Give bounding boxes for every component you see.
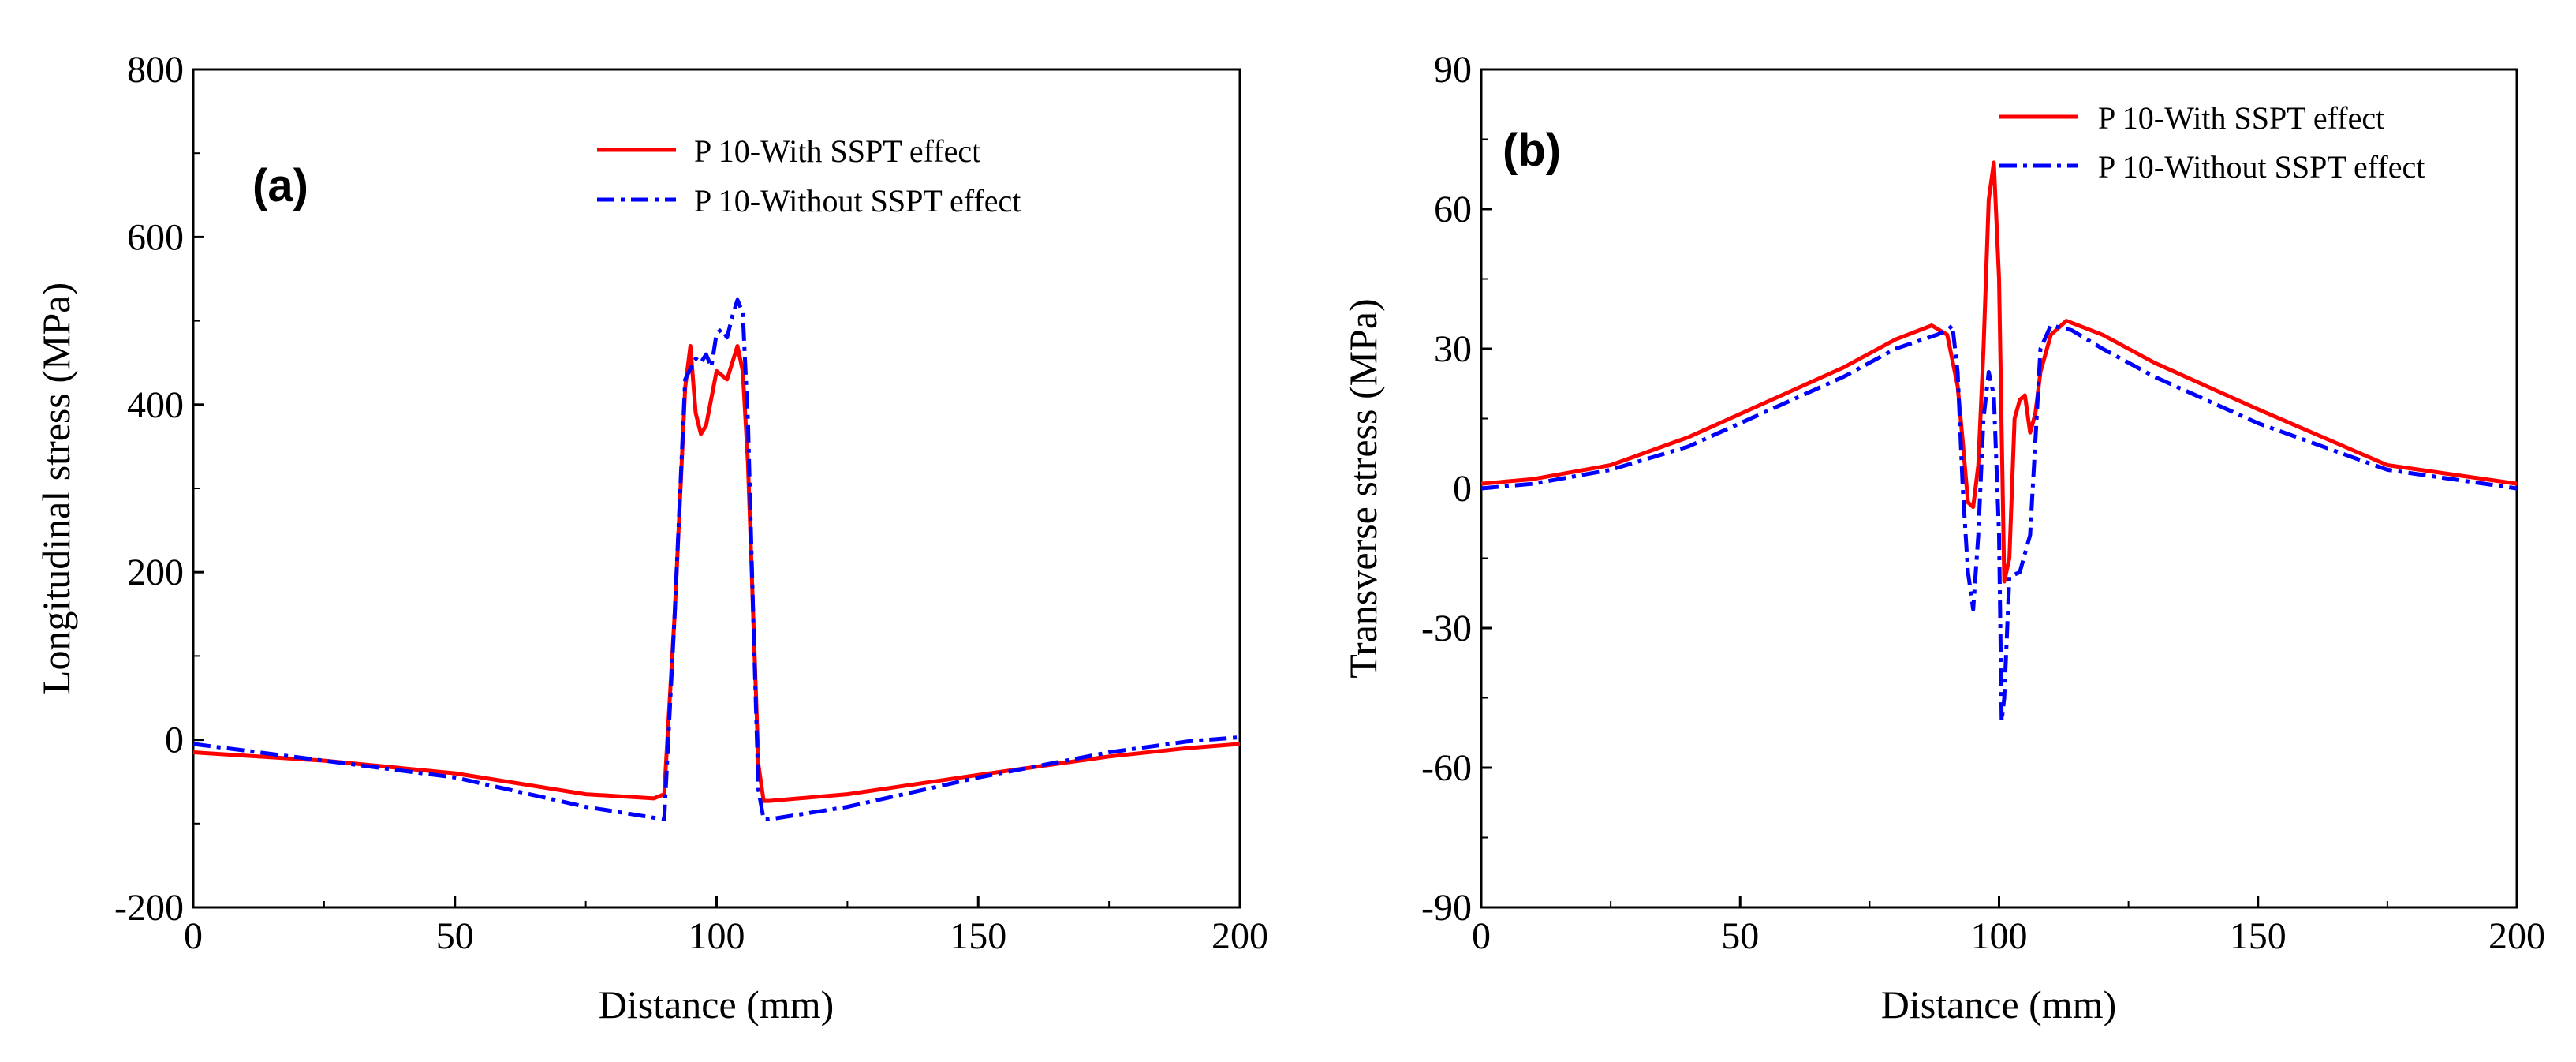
panel-b-series-with-sspt-line	[1480, 160, 2518, 584]
panel-b-x-tick-label: 100	[1971, 915, 2028, 957]
panel-a-legend-label-without: P 10-Without SSPT effect	[694, 183, 1021, 219]
panel-a-x-tick-label: 0	[184, 915, 203, 957]
panel-b-y-tick-label: 30	[1434, 328, 1472, 370]
panel-a-y-tick-label: 400	[127, 384, 184, 426]
panel-a-x-tick-label: 200	[1211, 915, 1268, 957]
panel-b-y-tick-label: 0	[1453, 468, 1472, 510]
panel-b-x-axis-label: Distance (mm)	[1881, 982, 2117, 1026]
panel-b-legend-label-with: P 10-With SSPT effect	[2098, 100, 2384, 136]
panel-b-series	[1480, 160, 2518, 724]
panel-b-ticks: 0 50 100 150 200 -90 -60 -30 0 30 60 90	[1421, 49, 2545, 957]
panel-a-series-without-sspt-line	[192, 297, 1241, 821]
panel-a-x-tick-label: 50	[436, 915, 474, 957]
panel-b-x-tick-label: 150	[2230, 915, 2287, 957]
panel-b-plot-frame	[1480, 68, 2518, 909]
panel-b-legend-label-without: P 10-Without SSPT effect	[2098, 149, 2425, 185]
panel-b-y-tick-label: -90	[1421, 887, 1472, 929]
panel-a-legend: P 10-With SSPT effect P 10-Without SSPT …	[597, 133, 1021, 219]
panel-b-label: (b)	[1503, 125, 1561, 176]
panel-b: 0 50 100 150 200 -90 -60 -30 0 30 60 90 (b) Distanc…	[1341, 49, 2545, 1026]
panel-a-y-tick-label: 800	[127, 49, 184, 91]
panel-b-legend: P 10-With SSPT effect P 10-Without SSPT …	[1999, 100, 2425, 185]
panel-b-x-tick-label: 50	[1721, 915, 1759, 957]
panel-a-legend-label-with: P 10-With SSPT effect	[694, 133, 980, 169]
panel-b-y-tick-label: -30	[1421, 608, 1472, 649]
panel-b-x-tick-label: 200	[2488, 915, 2545, 957]
panel-a-y-tick-label: 600	[127, 216, 184, 258]
panel-a-x-axis-label: Distance (mm)	[599, 982, 834, 1026]
panel-b-y-tick-label: -60	[1421, 747, 1472, 789]
panel-a-label: (a)	[252, 160, 308, 211]
panel-a-y-tick-label: 0	[165, 720, 184, 761]
panel-b-series-without-sspt-line	[1480, 323, 2518, 724]
panel-a-series-with-sspt-line	[192, 344, 1241, 803]
panel-a-series	[192, 297, 1241, 821]
panel-a-y-axis-label: Longitudinal stress (MPa)	[34, 282, 78, 694]
panel-a-y-tick-label: 200	[127, 552, 184, 593]
panel-a-x-tick-label: 150	[950, 915, 1006, 957]
panel-b-y-tick-label: 60	[1434, 189, 1472, 230]
panel-a-x-tick-label: 100	[689, 915, 745, 957]
panel-a-y-tick-label: -200	[114, 887, 184, 929]
panel-b-y-tick-label: 90	[1434, 49, 1472, 91]
panel-b-x-tick-label: 0	[1472, 915, 1491, 957]
panel-b-y-axis-label: Transverse stress (MPa)	[1341, 298, 1385, 678]
